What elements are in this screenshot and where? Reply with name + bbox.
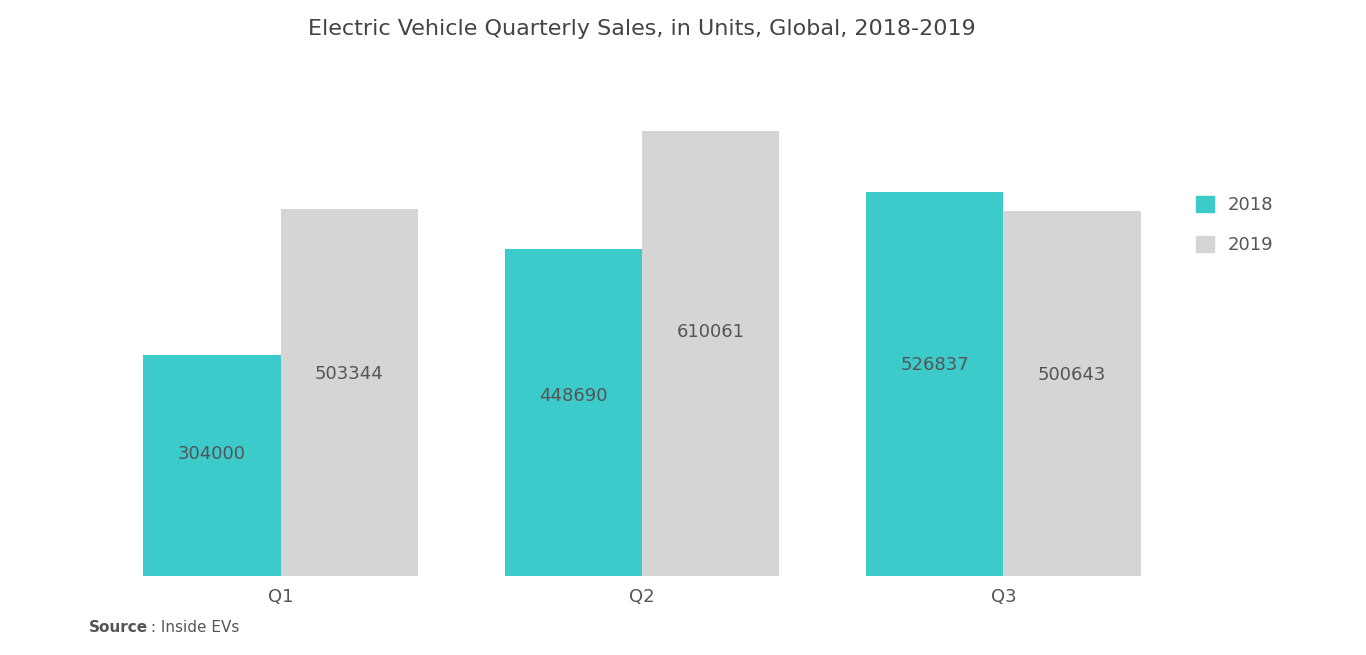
- Text: : Inside EVs: : Inside EVs: [146, 620, 239, 635]
- Bar: [642, 131, 780, 576]
- Text: 526837: 526837: [900, 356, 968, 374]
- Text: 500643: 500643: [1038, 366, 1106, 384]
- Text: 503344: 503344: [316, 365, 384, 383]
- Text: 304000: 304000: [178, 445, 246, 463]
- Title: Electric Vehicle Quarterly Sales, in Units, Global, 2018-2019: Electric Vehicle Quarterly Sales, in Uni…: [309, 19, 975, 39]
- Bar: [280, 209, 418, 576]
- Bar: [504, 249, 642, 576]
- Text: 448690: 448690: [540, 387, 608, 405]
- Legend: 2018, 2019: 2018, 2019: [1187, 187, 1283, 263]
- Text: 610061: 610061: [676, 322, 744, 341]
- Bar: [143, 354, 280, 576]
- Bar: [1004, 211, 1141, 576]
- Text: Source: Source: [89, 620, 148, 635]
- Bar: [866, 192, 1004, 576]
